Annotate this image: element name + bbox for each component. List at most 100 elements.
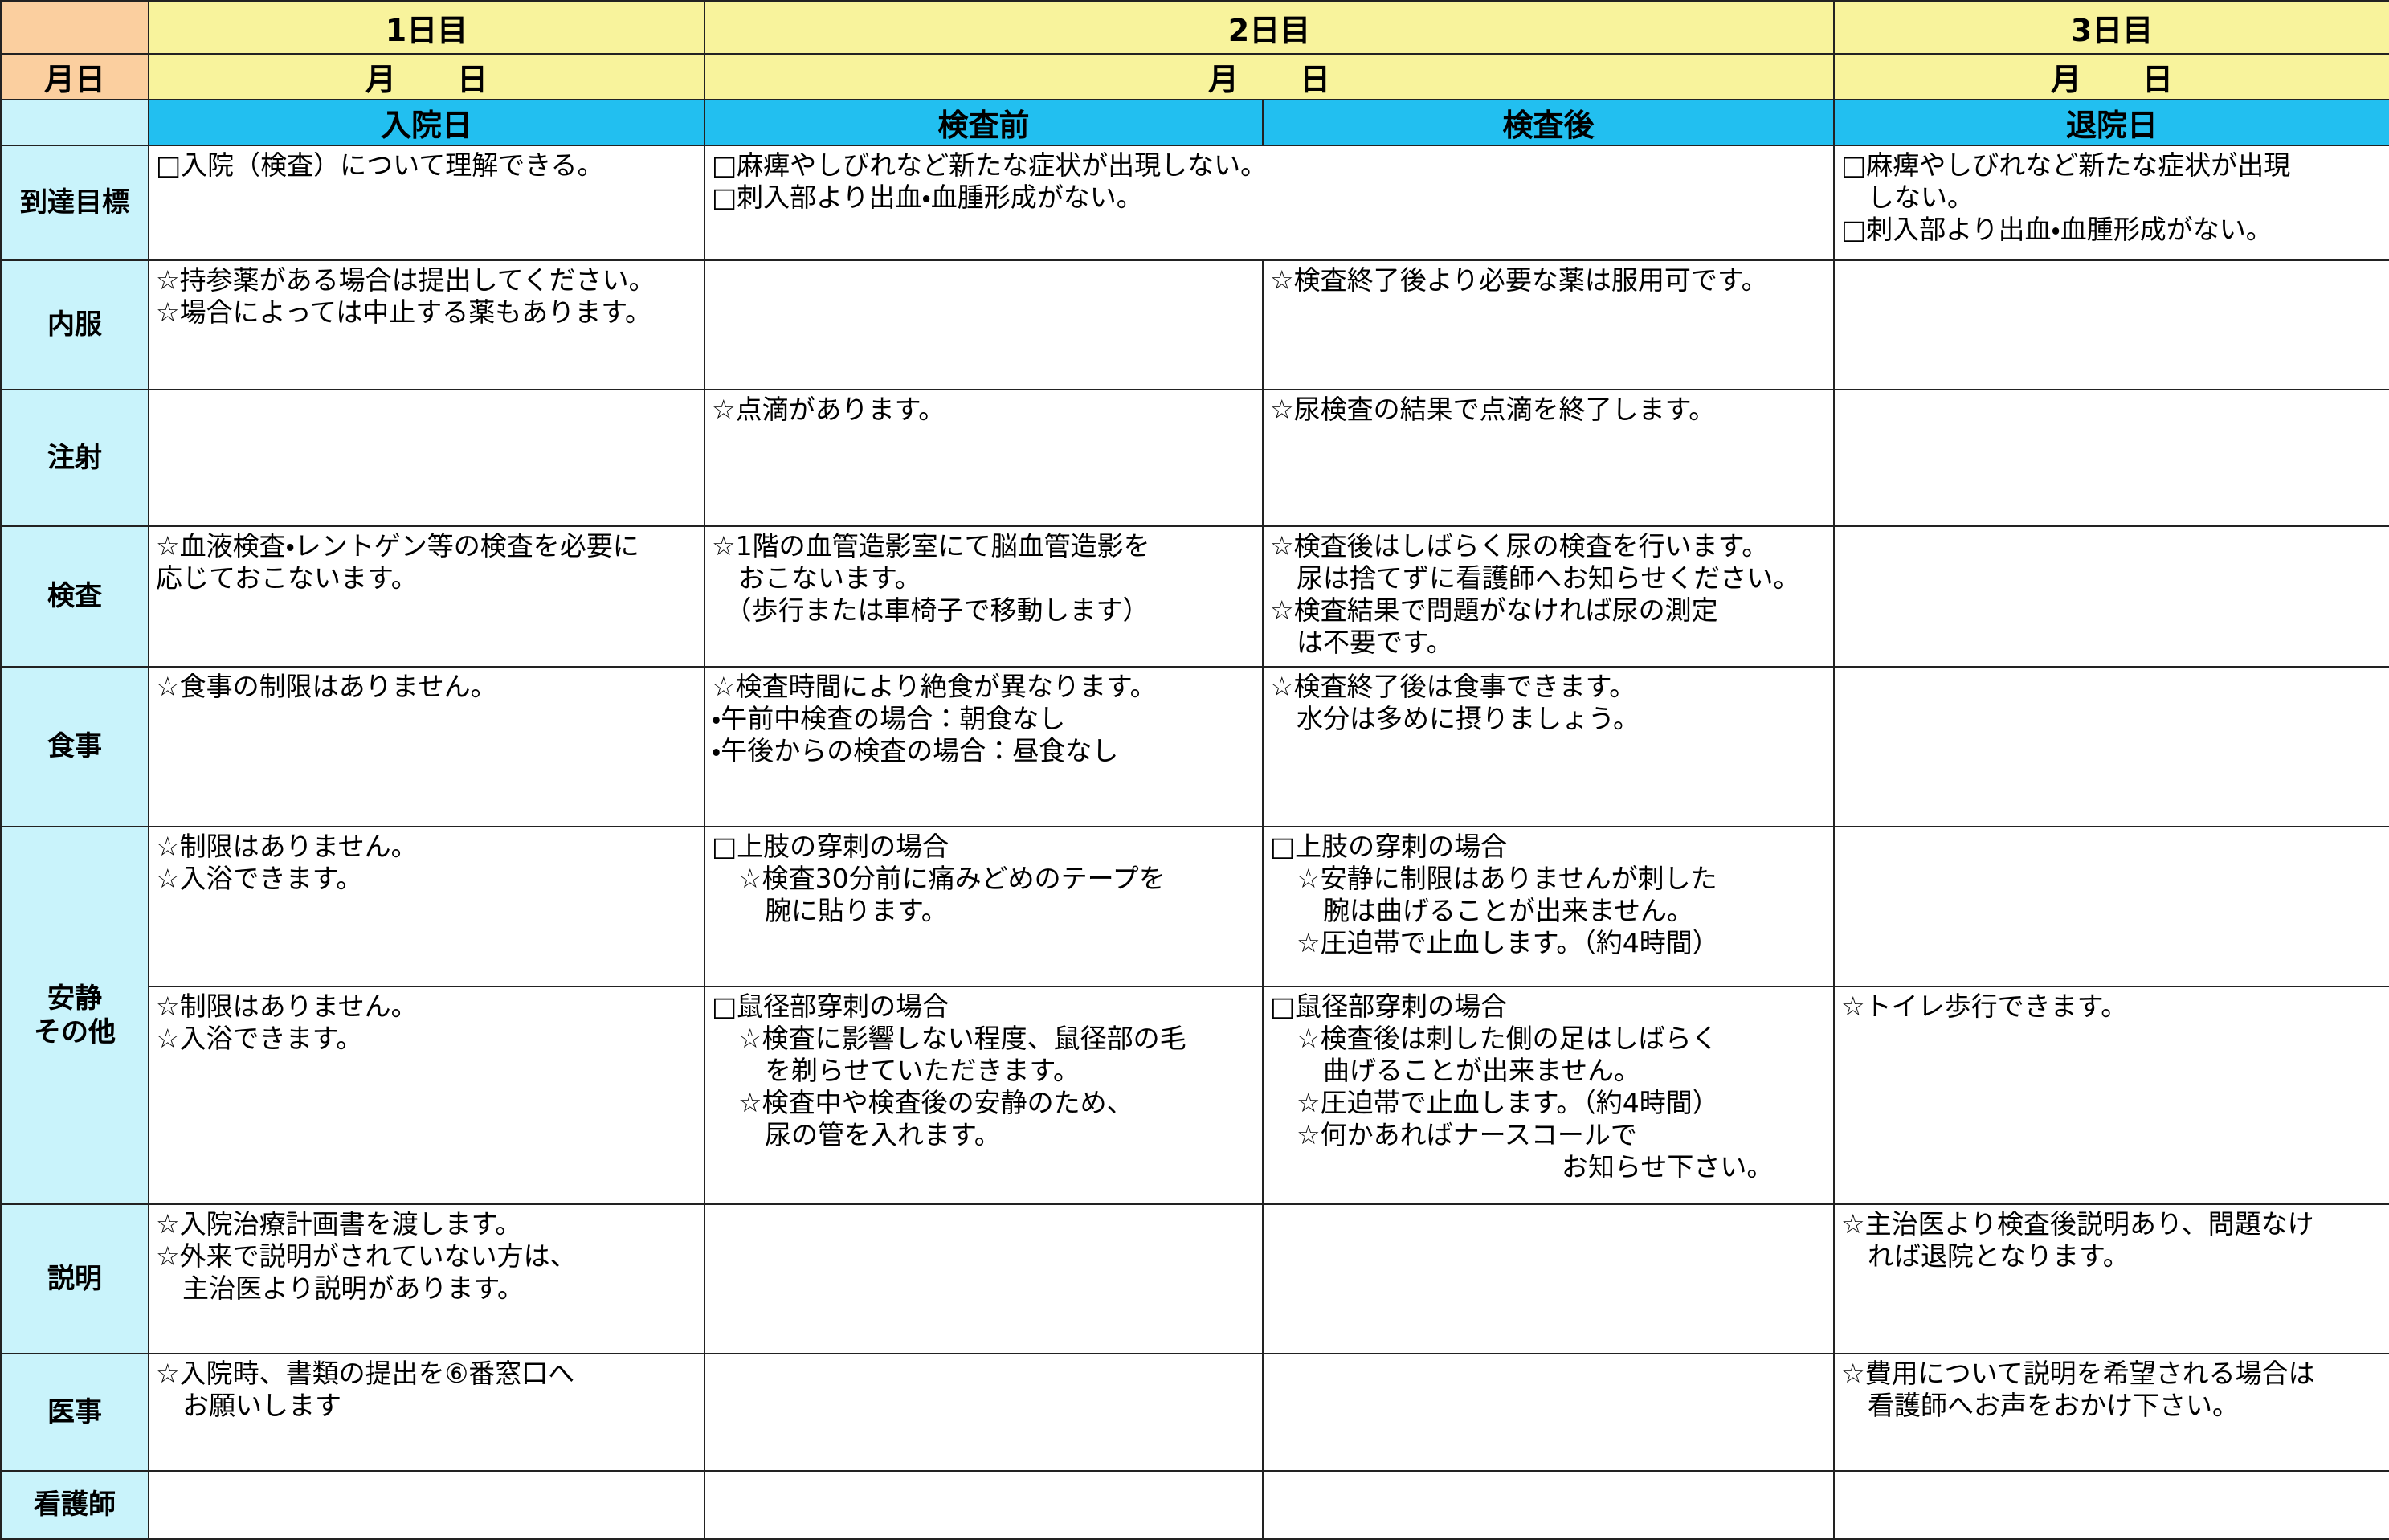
schedule-cell: ☆血液検査・レントゲン等の検査を必要に 応じておこないます。	[148, 525, 705, 668]
cell-line: ☆検査終了後より必要な薬は服用可です。	[1270, 264, 1768, 296]
row-label: 食事	[0, 666, 149, 827]
phase-header: 検査前	[704, 99, 1264, 146]
cell-line: 水分は多めに摂りましょう。	[1270, 703, 1640, 734]
schedule-cell: ☆主治医より検査後説明あり、問題なけ れば退院となります。	[1833, 1203, 2389, 1354]
schedule-cell	[704, 1470, 1264, 1540]
day-header: 3日目	[1833, 0, 2389, 55]
schedule-cell: ☆制限はありません。 ☆入浴できます。	[148, 826, 705, 987]
schedule-cell: ☆検査終了後より必要な薬は服用可です。	[1261, 259, 1836, 390]
cell-line: ☆何かあればナースコールで	[1270, 1119, 1637, 1150]
schedule-cell	[1833, 259, 2389, 390]
cell-line: ☆圧迫帯で止血します。（約4時間）	[1270, 927, 1719, 958]
schedule-cell: ☆点滴があります。	[704, 389, 1264, 527]
schedule-cell	[1833, 525, 2389, 668]
corner-cell	[0, 0, 149, 55]
cell-line: □刺入部より出血・血腫形成がない。	[1841, 214, 2273, 245]
cell-line: □鼠径部穿刺の場合	[1270, 991, 1508, 1022]
schedule-cell: ☆食事の制限はありません。	[148, 666, 705, 827]
table-row: 入院日 検査前 検査後 退院日	[0, 99, 2389, 146]
cell-line: ☆検査後はしばらく尿の検査を行います。	[1270, 530, 1769, 562]
date-label: 月日	[0, 53, 149, 100]
cell-line: ☆場合によっては中止する薬もあります。	[156, 296, 651, 328]
cell-line: ☆制限はありません。	[156, 831, 418, 862]
date-cell: 月 日	[703, 53, 1836, 100]
table-row: 内服 ☆持参薬がある場合は提出してください。 ☆場合によっては中止する薬もあります。…	[0, 259, 2389, 390]
cell-line: 尿の管を入れます。	[712, 1119, 1001, 1150]
cell-line: おこないます。	[712, 562, 921, 594]
cell-line: ☆1階の血管造影室にて脳血管造影を	[712, 530, 1150, 562]
cell-line: ☆検査後は刺した側の足はしばらく	[1270, 1023, 1718, 1054]
row-label: 安静 その他	[0, 826, 149, 1205]
cell-line: ☆検査中や検査後の安静のため、	[712, 1087, 1133, 1118]
cell-line: ☆外来で説明がされていない方は、	[156, 1240, 577, 1272]
row-label: 到達目標	[0, 145, 149, 261]
cell-line: ☆検査結果で問題がなければ尿の測定	[1270, 594, 1718, 626]
cell-line: □入院（検査）について理解できる。	[156, 149, 604, 181]
day-header: 2日目	[703, 0, 1836, 55]
schedule-cell: □鼠径部穿刺の場合 ☆検査に影響しない程度、鼠径部の毛 を剃らせていただきます。…	[704, 986, 1264, 1205]
cell-line: お知らせ下さい。	[1270, 1151, 1774, 1183]
cell-line: ☆持参薬がある場合は提出してください。	[156, 264, 655, 296]
schedule-cell	[148, 389, 705, 527]
cell-line: ☆制限はありません。	[156, 991, 418, 1022]
cell-line: 尿は捨てずに看護師へお知らせください。	[1270, 562, 1800, 594]
schedule-cell: ☆検査終了後は食事できます。 水分は多めに摂りましょう。	[1261, 666, 1836, 827]
cell-line: ・午前中検査の場合：朝食なし	[712, 703, 1066, 734]
cell-line: ☆安静に制限はありませんが刺した	[1270, 863, 1717, 894]
cell-line: ☆主治医より検査後説明あり、問題なけ	[1841, 1208, 2314, 1240]
schedule-cell: ☆持参薬がある場合は提出してください。 ☆場合によっては中止する薬もあります。	[148, 259, 705, 390]
schedule-cell	[1833, 1470, 2389, 1540]
cell-line: ☆尿検査の結果で点滴を終了します。	[1270, 394, 1716, 425]
cell-line: □鼠径部穿刺の場合	[712, 991, 949, 1022]
cell-line: □上肢の穿刺の場合	[712, 831, 949, 862]
schedule-cell	[704, 1353, 1264, 1472]
cell-line: ☆圧迫帯で止血します。（約4時間）	[1270, 1087, 1719, 1118]
cell-line: ☆検査30分前に痛みどめのテープを	[712, 863, 1166, 894]
cell-line: ☆食事の制限はありません。	[156, 671, 497, 702]
cell-line: 曲げることが出来ません。	[1270, 1055, 1641, 1086]
schedule-cell: □麻痺やしびれなど新たな症状が出現しない。 □刺入部より出血・血腫形成がない。	[703, 145, 1836, 261]
cell-line: 応じておこないます。	[156, 562, 418, 594]
schedule-cell: □鼠径部穿刺の場合 ☆検査後は刺した側の足はしばらく 曲げることが出来ません。 …	[1261, 986, 1836, 1205]
cell-line: ☆入院時、書類の提出を⑥番窓口へ	[156, 1358, 575, 1389]
schedule-cell: □入院（検査）について理解できる。	[148, 145, 705, 261]
table-row: 看護師	[0, 1470, 2389, 1540]
date-cell: 月 日	[1833, 53, 2389, 100]
cell-line: ☆点滴があります。	[712, 394, 945, 425]
cell-line: □麻痺やしびれなど新たな症状が出現	[1841, 149, 2291, 181]
cell-line: ☆入院治療計画書を渡します。	[156, 1208, 522, 1240]
cell-line: ☆検査終了後は食事できます。	[1270, 671, 1636, 702]
cell-line: 主治医より説明があります。	[156, 1272, 525, 1304]
cell-line: （歩行または車椅子で移動します）	[712, 594, 1150, 626]
corner-cell	[0, 99, 149, 146]
row-label: 看護師	[0, 1470, 149, 1540]
schedule-cell	[1261, 1203, 1836, 1354]
cell-line: 腕は曲げることが出来ません。	[1270, 895, 1694, 926]
schedule-cell: ☆費用について説明を希望される場合は 看護師へお声をおかけ下さい。	[1833, 1353, 2389, 1472]
cell-line: ☆検査に影響しない程度、鼠径部の毛	[712, 1023, 1186, 1054]
row-label: 検査	[0, 525, 149, 668]
table-row: 検査 ☆血液検査・レントゲン等の検査を必要に 応じておこないます。 ☆1階の血管造影室…	[0, 525, 2389, 668]
cell-line: □麻痺やしびれなど新たな症状が出現しない。	[712, 149, 1268, 181]
schedule-cell: □上肢の穿刺の場合 ☆安静に制限はありませんが刺した 腕は曲げることが出来ません…	[1261, 826, 1836, 987]
table-row: 月日月 日月 日月 日	[0, 53, 2389, 100]
table-row: 医事 ☆入院時、書類の提出を⑥番窓口へ お願いします ☆費用について説明を希望される…	[0, 1353, 2389, 1472]
schedule-cell	[1833, 666, 2389, 827]
schedule-cell	[1833, 389, 2389, 527]
schedule-cell: ☆入院治療計画書を渡します。 ☆外来で説明がされていない方は、 主治医より説明があ…	[148, 1203, 705, 1354]
cell-line: お願いします	[156, 1390, 341, 1421]
table-row: 注射 ☆点滴があります。 ☆尿検査の結果で点滴を終了します。	[0, 389, 2389, 527]
row-label: 注射	[0, 389, 149, 527]
date-cell: 月 日	[148, 53, 705, 100]
schedule-cell	[1261, 1353, 1836, 1472]
cell-line: □上肢の穿刺の場合	[1270, 831, 1508, 862]
cell-line: ☆検査時間により絶食が異なります。	[712, 671, 1157, 702]
table-row: 食事 ☆食事の制限はありません。 ☆検査時間により絶食が異なります。 ・午前中検査の場…	[0, 666, 2389, 827]
schedule-cell	[704, 1203, 1264, 1354]
schedule-cell	[148, 1470, 705, 1540]
phase-header: 検査後	[1261, 99, 1836, 146]
schedule-cell: ☆トイレ歩行できます。	[1833, 986, 2389, 1205]
cell-line: を剃らせていただきます。	[712, 1055, 1080, 1086]
cell-line: ☆血液検査・レントゲン等の検査を必要に	[156, 530, 639, 562]
